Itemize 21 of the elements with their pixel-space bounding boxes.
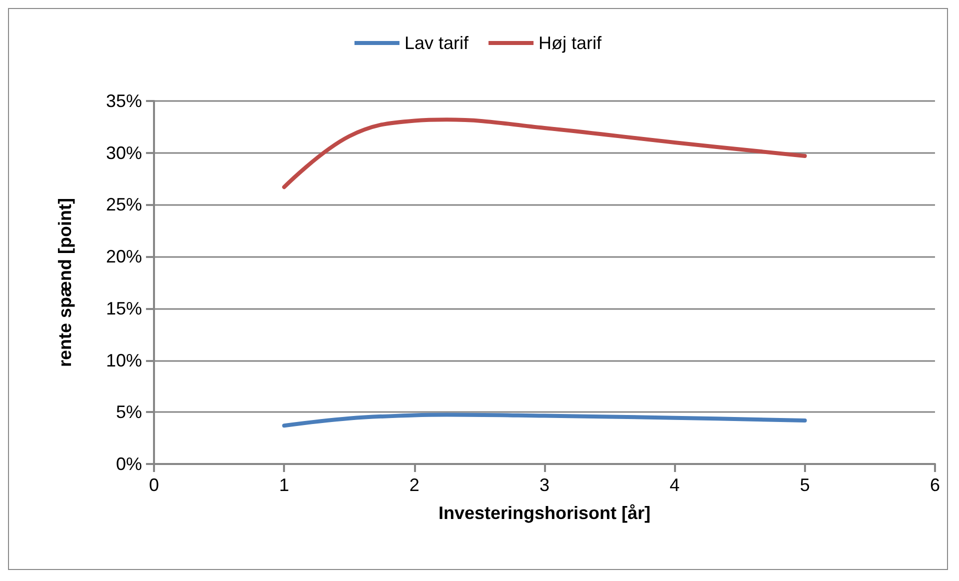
x-tick-label: 3: [539, 475, 550, 495]
y-tick-label: 15%: [106, 298, 142, 318]
y-tick-label: 0%: [116, 454, 142, 474]
x-tick-label: 4: [670, 475, 680, 495]
legend-label: Høj tarif: [538, 33, 603, 53]
y-tick-label: 10%: [106, 350, 142, 370]
legend-label: Lav tarif: [404, 33, 470, 53]
y-tick-label: 30%: [106, 142, 142, 163]
line-series: [282, 412, 807, 428]
y-tick-label: 20%: [106, 246, 142, 267]
y-tick-label: 25%: [106, 194, 142, 215]
x-tick-label: 2: [409, 475, 420, 495]
y-tick-label: 5%: [116, 402, 142, 422]
x-tick-label: 1: [279, 475, 290, 495]
x-tick-label: 5: [800, 475, 810, 495]
x-tick-label: 0: [148, 475, 160, 495]
line-series: [282, 118, 807, 190]
y-tick-label: 35%: [106, 91, 142, 111]
x-tick-label: 6: [930, 475, 940, 495]
y-axis-title: rente spænd [point]: [55, 198, 75, 367]
x-axis-title: Investeringshorisont [år]: [438, 503, 651, 523]
